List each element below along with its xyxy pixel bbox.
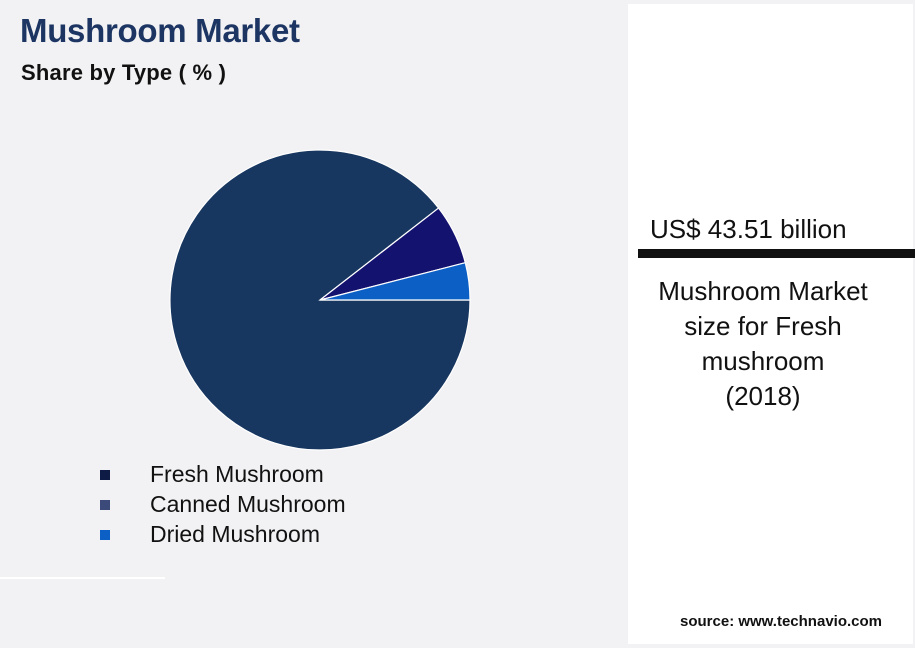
kpi-panel: US$ 43.51 billion Mushroom Market size f…: [628, 4, 915, 644]
legend-swatch-dried: [100, 530, 110, 540]
kpi-caption-line: Mushroom Market: [658, 276, 868, 306]
kpi-caption-line: mushroom: [701, 346, 825, 376]
chart-subtitle: Share by Type ( % ): [21, 60, 227, 85]
legend-swatch-canned: [100, 500, 110, 510]
pie-chart: [169, 149, 471, 451]
legend-label-canned: Canned Mushroom: [150, 491, 346, 517]
kpi-caption: Mushroom Market size for Fresh mushroom …: [628, 274, 898, 414]
source-credit: source: www.technavio.com: [680, 613, 882, 630]
pie-slice-dried-mushroom: [319, 261, 471, 301]
chart-title: Mushroom Market: [20, 12, 300, 49]
pie-chart-container: [160, 140, 480, 465]
kpi-divider: [638, 249, 915, 258]
legend-label-dried: Dried Mushroom: [150, 521, 320, 547]
kpi-caption-line: size for Fresh: [684, 311, 842, 341]
legend-swatch-fresh: [100, 470, 110, 480]
kpi-caption-line: (2018): [725, 381, 801, 411]
kpi-value: US$ 43.51 billion: [650, 214, 847, 244]
legend-label-fresh: Fresh Mushroom: [150, 461, 324, 487]
divider: [0, 577, 165, 579]
